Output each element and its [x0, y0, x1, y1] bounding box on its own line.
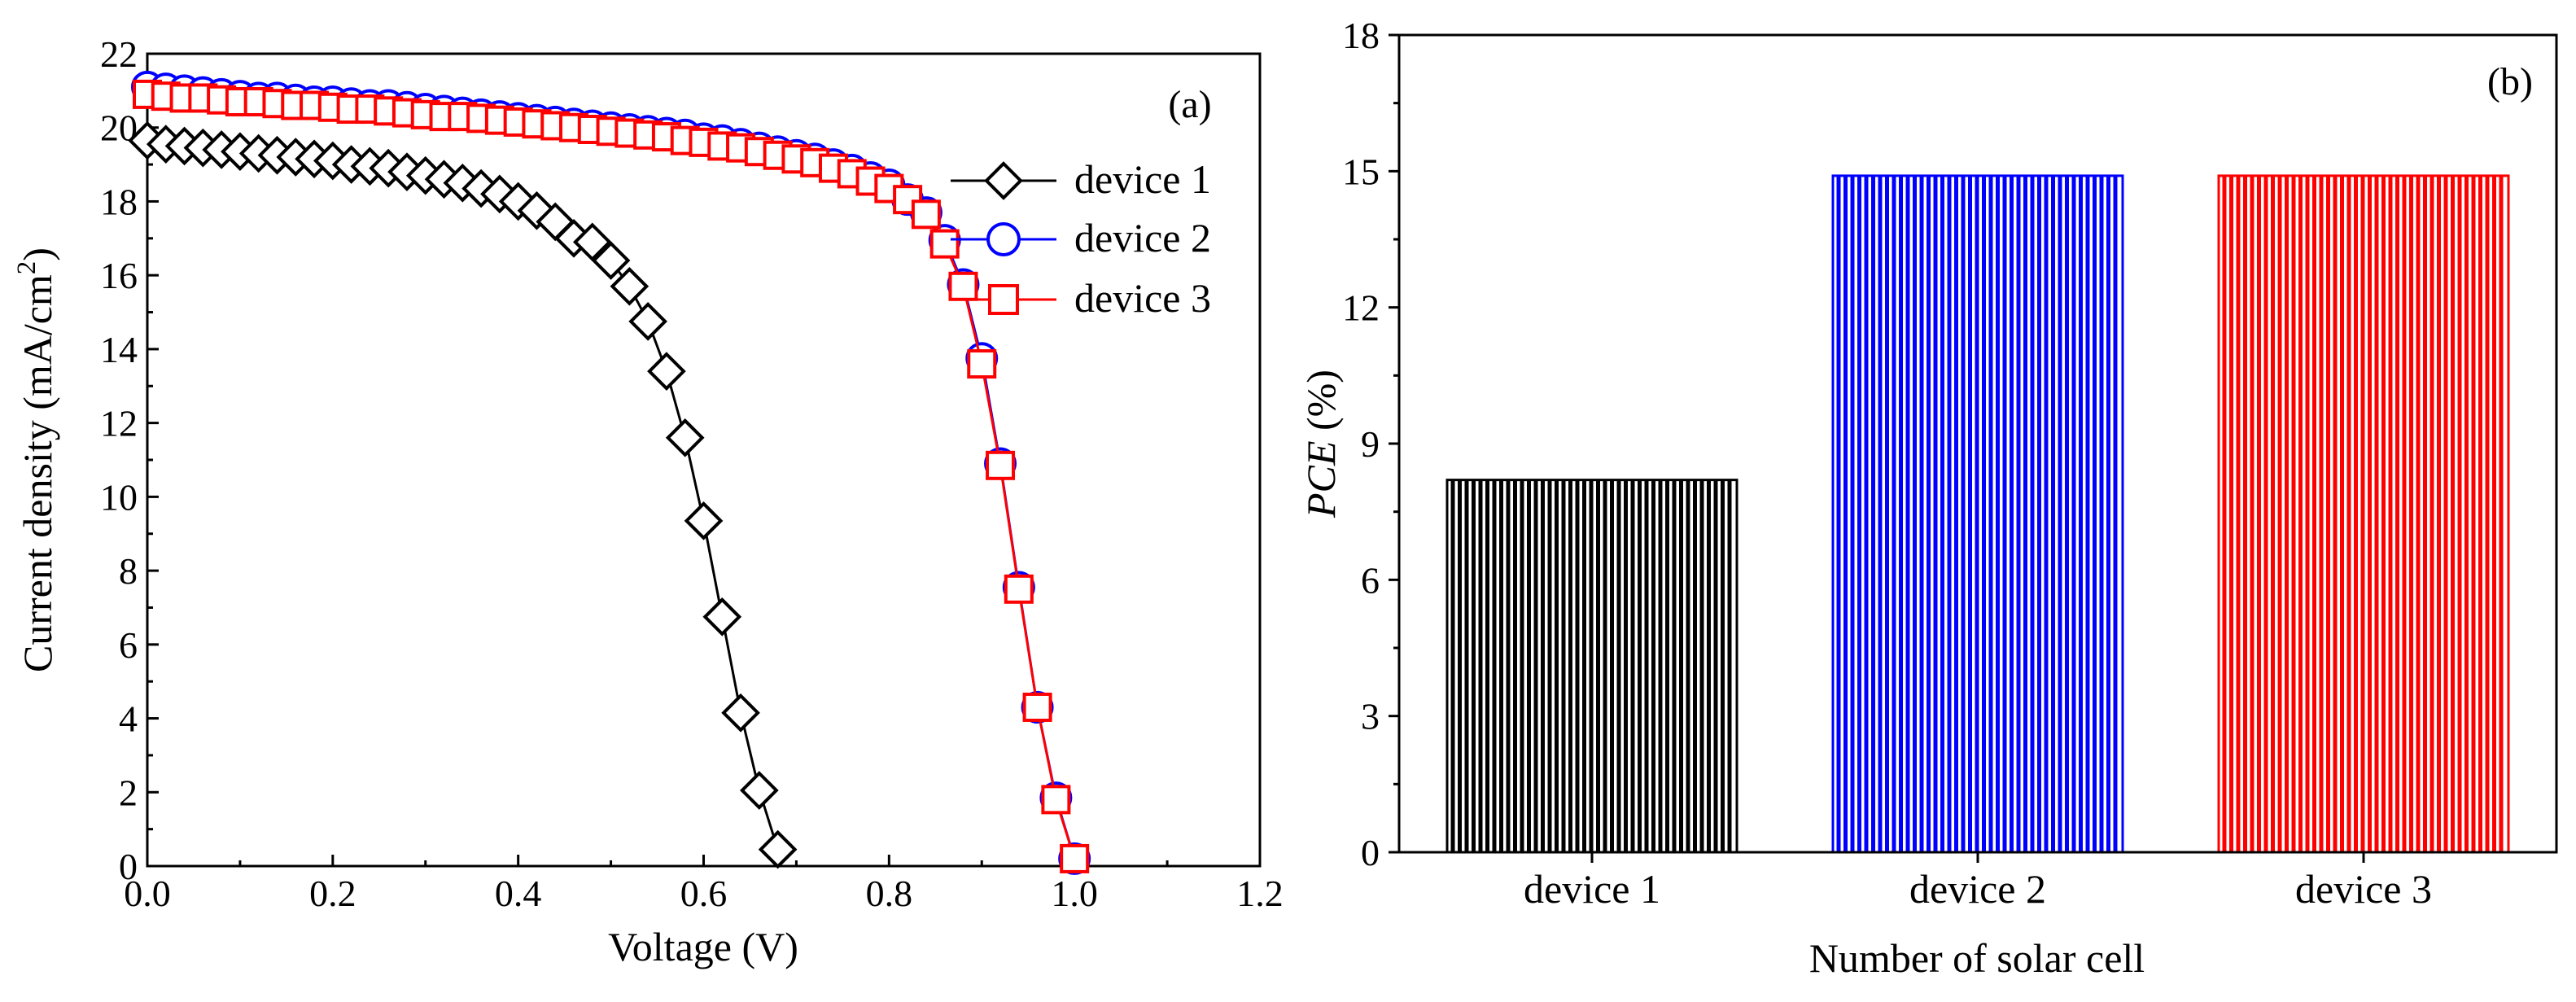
series-device-2 — [131, 70, 1091, 875]
series-line-device-1 — [147, 139, 780, 851]
legend-item-device-2: device 2 — [951, 215, 1211, 260]
data-point-square — [929, 229, 960, 259]
panel-a-label: (a) — [1168, 83, 1211, 126]
legend-label-device-2: device 2 — [1074, 215, 1211, 260]
data-point-square — [948, 271, 978, 301]
jv-x-tick-label: 1.2 — [1236, 873, 1284, 914]
data-point-square — [1004, 574, 1034, 604]
legend-label-device-1: device 1 — [1074, 156, 1211, 202]
series-device-1 — [128, 120, 798, 869]
data-point-diamond — [740, 771, 779, 810]
jv-y-axis-label-main: Current density (mA/cm — [15, 274, 60, 672]
jv-y-tick-label: 22 — [100, 33, 138, 75]
pce-y-tick-label: 15 — [1342, 151, 1380, 192]
jv-y-tick-label: 16 — [100, 255, 138, 296]
data-point-diamond — [721, 693, 760, 733]
data-point-square — [967, 349, 997, 379]
jv-y-axis-label-close: ) — [15, 247, 60, 261]
pce-y-tick-label: 18 — [1342, 15, 1380, 56]
jv-x-tick-label: 0.4 — [495, 873, 542, 914]
pce-y-tick-label: 3 — [1361, 696, 1380, 737]
jv-y-tick-label: 14 — [100, 329, 138, 370]
jv-x-axis-label: Voltage (V) — [608, 924, 798, 969]
data-point-square — [1060, 843, 1090, 873]
jv-y-axis-label-superscript: 2 — [12, 261, 42, 275]
jv-y-tick-label: 0 — [119, 846, 138, 887]
pce-bars — [1445, 174, 2510, 854]
jv-x-tick-label: 0.6 — [680, 873, 728, 914]
data-point-diamond — [572, 222, 612, 262]
jv-x-tick-label: 0.8 — [866, 873, 913, 914]
jv-y-tick-label: 6 — [119, 624, 138, 666]
jv-y-tick-label: 4 — [119, 698, 138, 740]
data-point-diamond — [591, 241, 631, 280]
pce-x-ticks: device 1 device 2 device 3 — [1524, 852, 2432, 912]
panel-b-label: (b) — [2487, 60, 2533, 103]
jv-y-tick-label: 2 — [119, 772, 138, 813]
jv-y-axis-label: Current density (mA/cm2) — [12, 247, 60, 672]
data-point-square — [893, 185, 923, 215]
jv-series — [128, 70, 1091, 875]
data-point-square — [1041, 785, 1071, 815]
pce-y-tick-label: 0 — [1361, 832, 1380, 873]
bar-device-3 — [2217, 174, 2510, 854]
jv-y-tick-label: 12 — [100, 403, 138, 444]
data-point-diamond — [628, 302, 667, 341]
jv-x-ticks: 0.0 0.2 0.4 0.6 0.8 1.0 1.2 — [124, 855, 1284, 914]
pce-x-tick-label: device 1 — [1524, 866, 1660, 912]
pce-x-tick-label: device 3 — [2295, 866, 2432, 912]
data-point-diamond — [758, 829, 798, 869]
pce-y-ticks: 0 3 6 9 12 15 18 — [1342, 15, 1399, 873]
jv-y-tick-label: 10 — [100, 476, 138, 518]
pce-x-tick-label: device 2 — [1909, 866, 2046, 912]
legend-circle-marker — [986, 222, 1021, 256]
jv-y-tick-label: 18 — [100, 181, 138, 222]
pce-y-axis-label-italic: PCE — [1298, 441, 1344, 519]
pce-x-axis-label: Number of solar cell — [1809, 935, 2145, 981]
series-device-3 — [133, 79, 1090, 873]
pce-y-tick-label: 6 — [1361, 559, 1380, 601]
jv-x-tick-label: 0.0 — [124, 873, 171, 914]
jv-x-tick-label: 0.2 — [309, 873, 356, 914]
jv-curve-panel: 0.0 0.2 0.4 0.6 0.8 1.0 1.2 024681012141618202… — [12, 33, 1284, 969]
data-point-diamond — [665, 418, 705, 457]
data-point-square — [911, 199, 941, 230]
pce-y-tick-label: 9 — [1361, 423, 1380, 465]
jv-y-tick-label: 8 — [119, 550, 138, 592]
pce-y-tick-label: 12 — [1342, 287, 1380, 329]
data-point-diamond — [498, 182, 538, 221]
jv-legend: device 1 device 2 device 3 — [951, 156, 1211, 321]
bar-device-2 — [1831, 174, 2124, 854]
data-point-square — [1022, 692, 1052, 722]
legend-label-device-3: device 3 — [1074, 275, 1211, 321]
legend-square-marker — [988, 284, 1019, 315]
data-point-diamond — [684, 501, 724, 540]
data-point-square — [986, 450, 1016, 480]
data-point-diamond — [702, 597, 742, 637]
legend-item-device-1: device 1 — [951, 156, 1211, 202]
pce-y-axis-label: PCE (%) — [1298, 370, 1344, 519]
legend-item-device-3: device 3 — [951, 275, 1211, 321]
bar-device-1 — [1445, 479, 1738, 854]
data-point-diamond — [647, 352, 686, 391]
jv-x-tick-label: 1.0 — [1051, 873, 1098, 914]
legend-diamond-marker — [984, 161, 1023, 200]
data-point-diamond — [610, 266, 649, 306]
pce-y-axis-label-unit: (%) — [1298, 370, 1344, 440]
